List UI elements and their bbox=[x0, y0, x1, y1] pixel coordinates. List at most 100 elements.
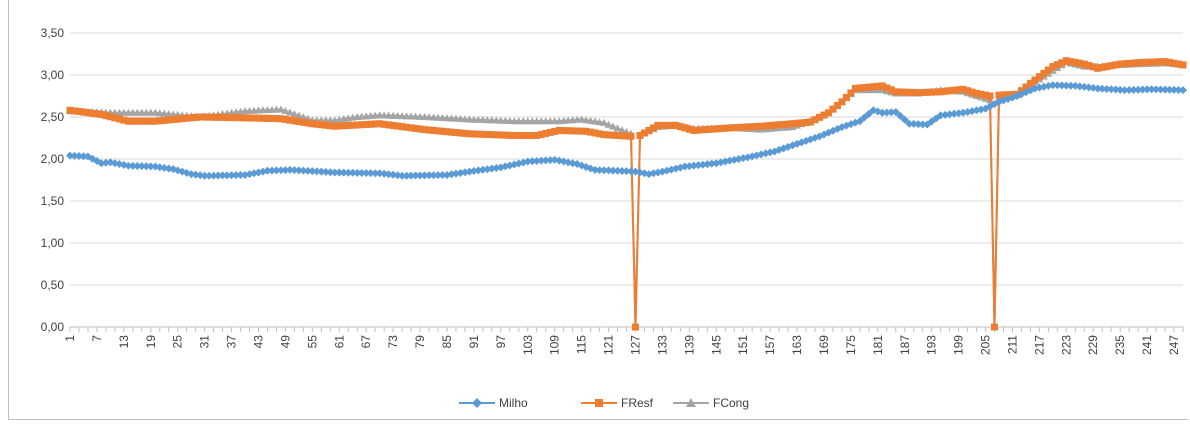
x-tick-label: 49 bbox=[278, 335, 292, 349]
data-point bbox=[237, 114, 245, 122]
x-tick-label: 121 bbox=[602, 335, 616, 355]
x-tick-label: 139 bbox=[682, 335, 696, 355]
data-point bbox=[1111, 85, 1120, 94]
data-point bbox=[613, 166, 622, 175]
data-point bbox=[106, 113, 114, 121]
data-point bbox=[416, 171, 425, 180]
data-point bbox=[492, 131, 500, 139]
data-point bbox=[1004, 91, 1012, 99]
data-point bbox=[546, 128, 554, 136]
data-point bbox=[708, 125, 716, 133]
data-point bbox=[263, 166, 272, 175]
data-point bbox=[627, 132, 635, 140]
data-point bbox=[964, 87, 972, 95]
data-point bbox=[1031, 76, 1039, 84]
y-tick-label: 3,50 bbox=[41, 26, 65, 40]
data-point bbox=[200, 171, 209, 180]
data-point bbox=[371, 169, 380, 178]
x-tick-label: 169 bbox=[817, 335, 831, 355]
data-point bbox=[798, 119, 806, 127]
data-point bbox=[479, 130, 487, 138]
data-point bbox=[766, 122, 774, 130]
data-point bbox=[394, 122, 402, 130]
data-point bbox=[838, 98, 846, 106]
data-point bbox=[196, 113, 204, 121]
data-point bbox=[88, 109, 96, 117]
data-point bbox=[726, 124, 734, 132]
data-point bbox=[1026, 79, 1034, 87]
x-tick-label: 247 bbox=[1167, 335, 1181, 355]
data-point bbox=[344, 168, 353, 177]
legend-marker bbox=[472, 398, 482, 408]
data-point bbox=[1121, 60, 1129, 68]
data-point bbox=[1053, 61, 1061, 69]
data-point bbox=[1165, 85, 1174, 94]
data-point bbox=[914, 89, 922, 97]
data-point bbox=[151, 117, 159, 125]
data-point bbox=[488, 131, 496, 139]
x-tick-label: 7 bbox=[90, 335, 104, 342]
data-point bbox=[120, 116, 128, 124]
data-point bbox=[1174, 86, 1183, 94]
data-point bbox=[232, 114, 240, 122]
data-point bbox=[789, 120, 797, 128]
data-point bbox=[618, 126, 627, 134]
data-point bbox=[313, 120, 321, 128]
data-point bbox=[829, 105, 837, 113]
data-point bbox=[744, 123, 752, 131]
data-point bbox=[281, 107, 290, 114]
data-point bbox=[349, 121, 357, 129]
data-point bbox=[84, 109, 92, 117]
data-point bbox=[622, 167, 631, 176]
data-point bbox=[250, 114, 258, 122]
data-point bbox=[1170, 59, 1178, 67]
data-point bbox=[357, 168, 366, 177]
data-point bbox=[294, 111, 303, 119]
data-point bbox=[66, 106, 74, 114]
data-point bbox=[645, 126, 653, 134]
data-point bbox=[1134, 59, 1142, 67]
data-point bbox=[169, 116, 177, 124]
data-point bbox=[596, 130, 604, 138]
data-point bbox=[591, 129, 599, 137]
data-point bbox=[905, 119, 914, 128]
data-point bbox=[1017, 90, 1026, 99]
data-point bbox=[380, 120, 388, 128]
data-point bbox=[214, 171, 223, 180]
data-point bbox=[982, 91, 990, 99]
data-point bbox=[613, 124, 622, 132]
data-point bbox=[532, 156, 541, 165]
data-point bbox=[367, 120, 375, 128]
series-line-fcong bbox=[69, 61, 1184, 328]
data-point bbox=[290, 117, 298, 125]
data-point bbox=[70, 151, 79, 160]
data-point bbox=[524, 131, 532, 139]
x-tick-label: 211 bbox=[1005, 335, 1019, 354]
data-point bbox=[528, 131, 536, 139]
data-point bbox=[285, 108, 294, 116]
data-point bbox=[331, 122, 339, 130]
data-point bbox=[214, 113, 222, 121]
data-point bbox=[1040, 69, 1048, 77]
data-point bbox=[928, 88, 936, 96]
data-point bbox=[79, 108, 87, 116]
data-point bbox=[70, 107, 78, 115]
x-tick-label: 91 bbox=[467, 335, 481, 349]
data-point bbox=[514, 159, 523, 168]
data-point bbox=[1071, 58, 1079, 66]
x-tick-label: 19 bbox=[144, 335, 158, 349]
legend-marker bbox=[686, 398, 696, 407]
data-point bbox=[896, 88, 904, 96]
data-point bbox=[748, 123, 756, 131]
data-point bbox=[254, 114, 262, 122]
data-point bbox=[689, 161, 698, 170]
data-point bbox=[564, 127, 572, 135]
data-point bbox=[452, 129, 460, 137]
data-point bbox=[456, 129, 464, 137]
data-point bbox=[1022, 83, 1030, 91]
data-point bbox=[79, 152, 88, 161]
data-point bbox=[784, 120, 792, 128]
x-tick-label: 133 bbox=[655, 335, 669, 355]
data-point bbox=[290, 166, 299, 175]
data-point bbox=[474, 130, 482, 138]
